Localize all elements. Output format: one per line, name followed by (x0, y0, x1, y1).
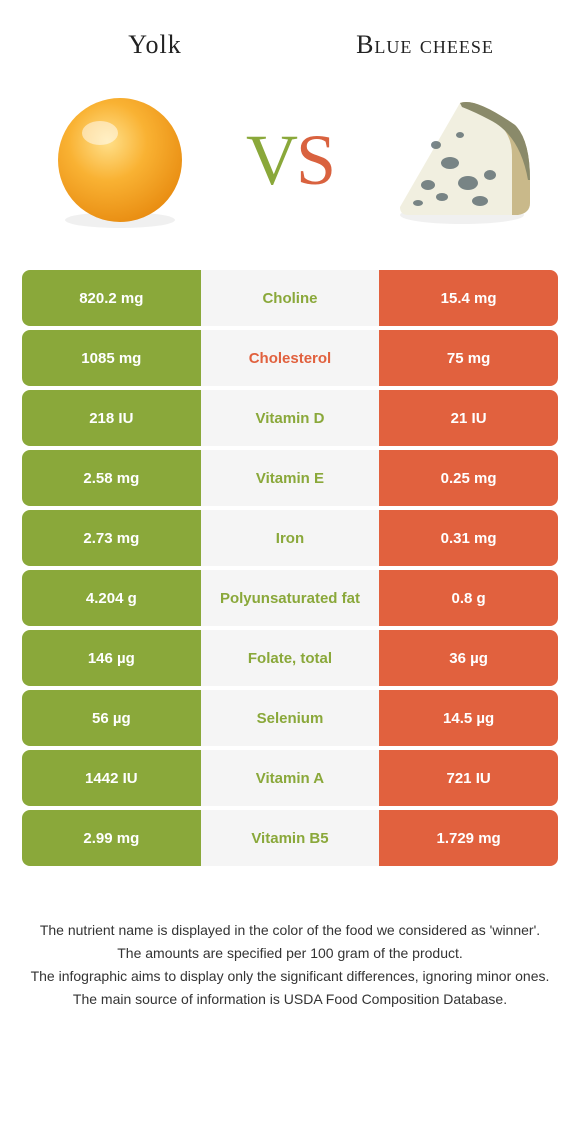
cell-left-value: 1442 IU (22, 750, 201, 806)
table-row: 1085 mgCholesterol75 mg (22, 330, 558, 386)
cell-right-value: 0.31 mg (379, 510, 558, 566)
table-row: 2.73 mgIron0.31 mg (22, 510, 558, 566)
cell-right-value: 21 IU (379, 390, 558, 446)
cell-left-value: 820.2 mg (22, 270, 201, 326)
blue-cheese-image (380, 80, 540, 240)
cell-left-value: 2.99 mg (22, 810, 201, 866)
cell-left-value: 56 µg (22, 690, 201, 746)
food-right-title: Blue cheese (290, 30, 560, 60)
comparison-table: 820.2 mgCholine15.4 mg1085 mgCholesterol… (0, 270, 580, 866)
footer-line: The infographic aims to display only the… (28, 966, 552, 987)
table-row: 2.99 mgVitamin B51.729 mg (22, 810, 558, 866)
footer-notes: The nutrient name is displayed in the co… (0, 870, 580, 1032)
cell-right-value: 0.25 mg (379, 450, 558, 506)
footer-line: The main source of information is USDA F… (28, 989, 552, 1010)
cell-nutrient-name: Iron (201, 510, 380, 566)
vs-row: VS (0, 70, 580, 270)
cell-nutrient-name: Vitamin A (201, 750, 380, 806)
table-row: 56 µgSelenium14.5 µg (22, 690, 558, 746)
cell-nutrient-name: Cholesterol (201, 330, 380, 386)
cell-left-value: 146 µg (22, 630, 201, 686)
cell-nutrient-name: Vitamin D (201, 390, 380, 446)
food-left-title: Yolk (20, 30, 290, 60)
table-row: 2.58 mgVitamin E0.25 mg (22, 450, 558, 506)
cell-nutrient-name: Vitamin E (201, 450, 380, 506)
cell-nutrient-name: Choline (201, 270, 380, 326)
table-row: 4.204 gPolyunsaturated fat0.8 g (22, 570, 558, 626)
footer-line: The nutrient name is displayed in the co… (28, 920, 552, 941)
cell-right-value: 721 IU (379, 750, 558, 806)
table-row: 146 µgFolate, total36 µg (22, 630, 558, 686)
cell-nutrient-name: Vitamin B5 (201, 810, 380, 866)
cell-right-value: 14.5 µg (379, 690, 558, 746)
cell-left-value: 1085 mg (22, 330, 201, 386)
vs-s: S (296, 120, 334, 200)
table-row: 218 IUVitamin D21 IU (22, 390, 558, 446)
cell-left-value: 4.204 g (22, 570, 201, 626)
cell-right-value: 0.8 g (379, 570, 558, 626)
cell-nutrient-name: Folate, total (201, 630, 380, 686)
table-row: 820.2 mgCholine15.4 mg (22, 270, 558, 326)
cell-right-value: 36 µg (379, 630, 558, 686)
cell-left-value: 2.73 mg (22, 510, 201, 566)
table-row: 1442 IUVitamin A721 IU (22, 750, 558, 806)
header: Yolk Blue cheese (0, 0, 580, 70)
vs-v: V (246, 120, 296, 200)
cell-right-value: 75 mg (379, 330, 558, 386)
vs-label: VS (246, 119, 334, 202)
cell-left-value: 2.58 mg (22, 450, 201, 506)
cell-left-value: 218 IU (22, 390, 201, 446)
cell-nutrient-name: Selenium (201, 690, 380, 746)
cell-right-value: 1.729 mg (379, 810, 558, 866)
cell-right-value: 15.4 mg (379, 270, 558, 326)
yolk-image (40, 80, 200, 240)
footer-line: The amounts are specified per 100 gram o… (28, 943, 552, 964)
cell-nutrient-name: Polyunsaturated fat (201, 570, 380, 626)
